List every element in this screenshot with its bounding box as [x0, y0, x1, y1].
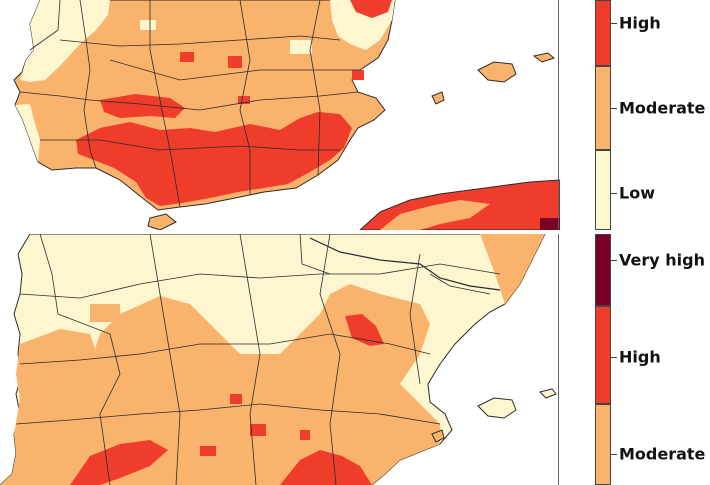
low-patch	[290, 40, 312, 54]
high-patch	[300, 430, 310, 440]
menorca-island	[532, 52, 556, 63]
panel-separator	[0, 230, 710, 234]
legend-label-high: High	[619, 13, 661, 33]
menorca-island	[539, 388, 557, 399]
high-patch	[200, 446, 216, 456]
mallorca-island	[477, 397, 517, 419]
mallorca-island	[477, 61, 517, 83]
high-zone-southeast	[280, 450, 372, 485]
legend-tick	[611, 454, 617, 455]
legend-label-low: Low	[619, 183, 655, 203]
iberia-map-top	[13, 0, 560, 230]
iberia-map-bottom	[0, 234, 557, 485]
ibiza-island	[431, 429, 445, 443]
pyrenees-border	[309, 237, 501, 291]
high-patch	[352, 70, 364, 80]
high-zone-northeast	[350, 0, 392, 18]
legend-swatch-high	[595, 0, 611, 66]
province-borders	[19, 0, 360, 208]
legend-tick	[611, 260, 617, 261]
legend-label-very-high: Very high	[619, 250, 705, 270]
legend-label-moderate: Moderate	[619, 444, 706, 464]
legend-swatch-moderate	[595, 404, 611, 485]
legend-tick	[611, 23, 617, 24]
high-patch	[180, 52, 194, 62]
legend-swatch-moderate	[595, 66, 611, 150]
legend-tick	[611, 108, 617, 109]
high-patch	[228, 56, 242, 68]
legend-top: High Moderate Low	[595, 0, 710, 230]
province-borders	[15, 234, 501, 485]
map-frame-top	[558, 0, 559, 230]
legend-tick	[611, 193, 617, 194]
legend-swatch-low	[595, 150, 611, 230]
low-zone-southwest	[15, 104, 40, 162]
low-zone-northwest	[20, 0, 110, 82]
high-zone-central	[100, 94, 185, 118]
moderate-zone-northeast	[480, 234, 545, 304]
gibraltar-tip	[147, 213, 177, 230]
legend-swatch-very-high	[595, 234, 611, 306]
legend-tick	[611, 357, 617, 358]
moderate-zone-west	[16, 329, 100, 399]
moderate-patch	[90, 304, 120, 322]
north-africa-moderate	[380, 200, 490, 230]
low-patch	[140, 20, 156, 30]
ibiza-island	[431, 91, 445, 105]
legend-label-moderate: Moderate	[619, 98, 706, 118]
risk-map-top	[0, 0, 560, 230]
legend-label-high: High	[619, 347, 661, 367]
legend-bottom: Very high High Moderate	[595, 234, 710, 485]
map-frame-bottom	[558, 234, 559, 485]
legend-swatch-high	[595, 306, 611, 404]
risk-map-bottom	[0, 234, 560, 485]
high-patch	[250, 424, 266, 436]
high-zone-andalusia	[70, 440, 168, 485]
high-patch	[238, 96, 250, 104]
high-zone-andalusia	[76, 112, 352, 206]
very-high-patch	[540, 218, 560, 230]
high-patch	[230, 394, 242, 404]
